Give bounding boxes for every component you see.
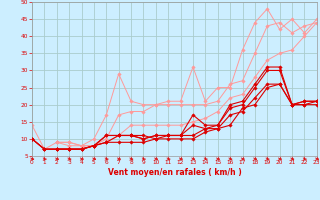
X-axis label: Vent moyen/en rafales ( km/h ): Vent moyen/en rafales ( km/h ): [108, 168, 241, 177]
